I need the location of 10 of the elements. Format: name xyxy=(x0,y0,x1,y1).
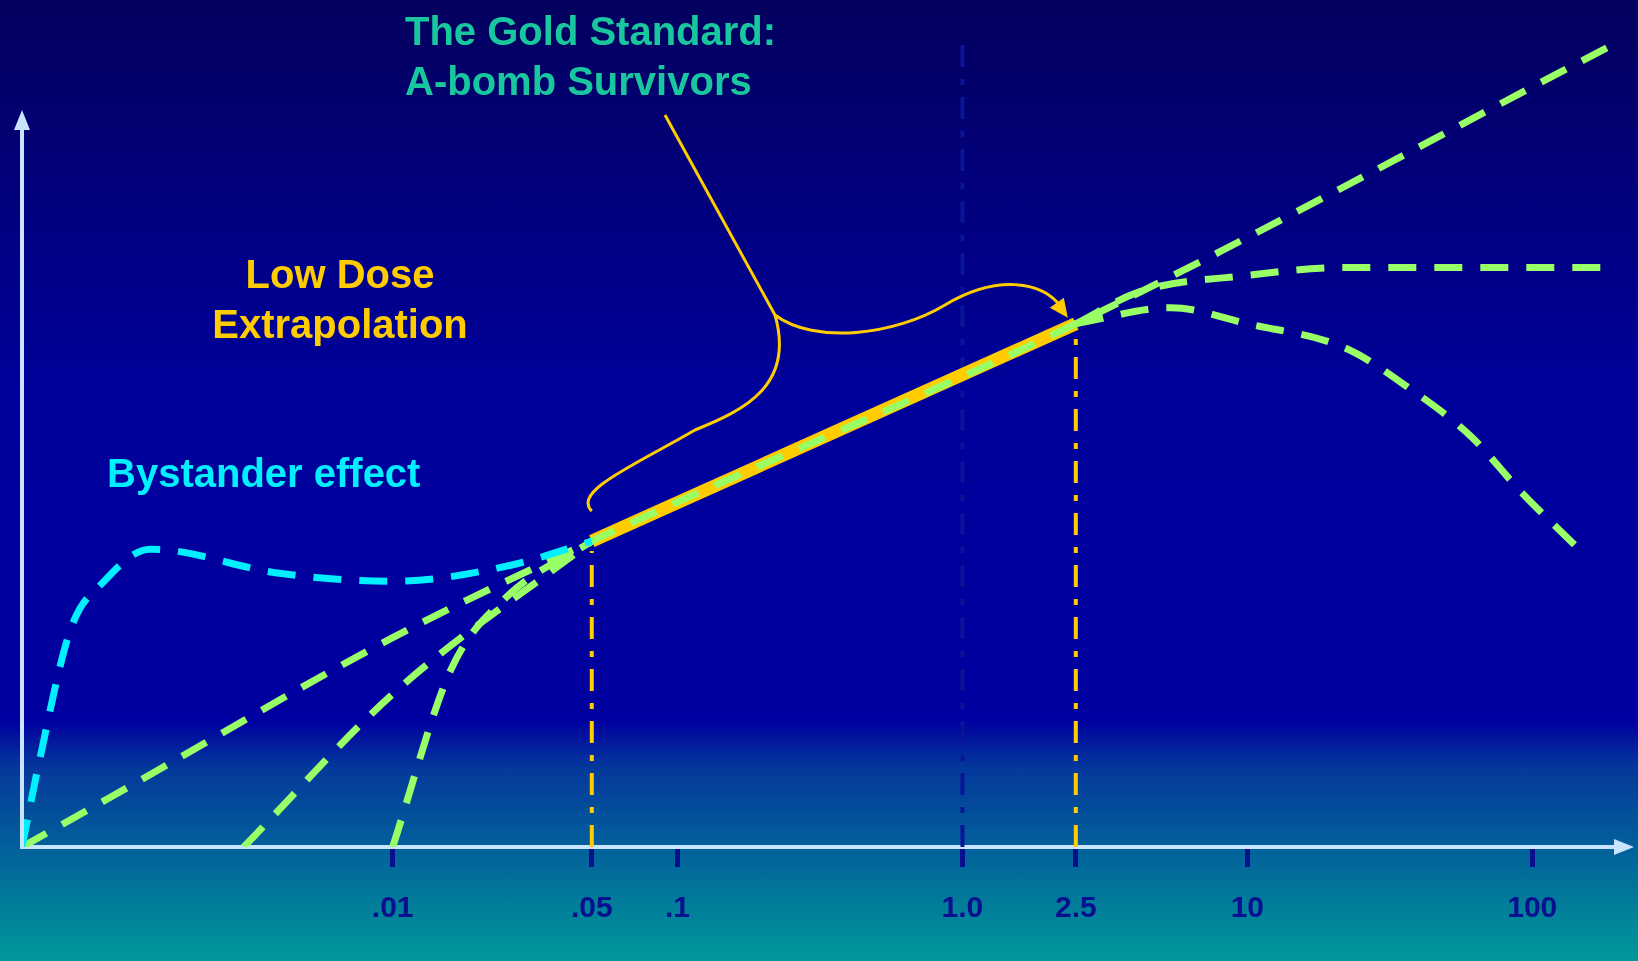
x-tick-label: .1 xyxy=(665,890,691,924)
series-label: Bystander effect xyxy=(107,451,421,496)
x-tick-label: 2.5 xyxy=(1054,890,1097,924)
annotation: Low Dose Extrapolation xyxy=(212,252,468,346)
x-tick-label: 1.0 xyxy=(941,890,984,924)
x-tick-label: 100 xyxy=(1507,890,1558,924)
annotation: The Gold Standard: A-bomb Survivors xyxy=(405,9,777,103)
x-tick-label: 10 xyxy=(1230,890,1265,924)
x-tick-label: .01 xyxy=(371,890,414,924)
x-tick-label: .05 xyxy=(570,890,613,924)
